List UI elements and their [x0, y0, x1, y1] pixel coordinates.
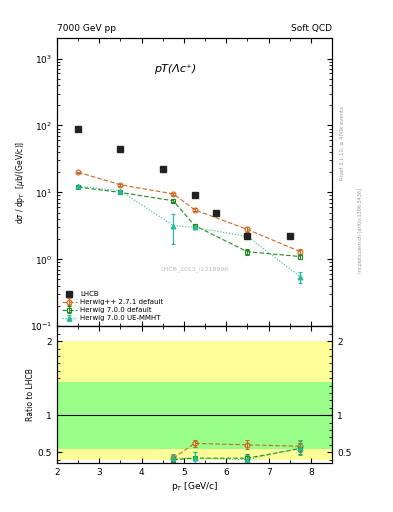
LHCB: [160, 166, 165, 173]
Text: 7000 GeV pp: 7000 GeV pp: [57, 24, 116, 33]
Y-axis label: Ratio to LHCB: Ratio to LHCB: [26, 368, 35, 421]
LHCB: [213, 209, 218, 216]
Text: pT(Λc⁺): pT(Λc⁺): [154, 65, 196, 74]
X-axis label: p$_T$ [GeV/c]: p$_T$ [GeV/c]: [171, 480, 219, 493]
Y-axis label: d$\sigma$ / dp$_T$  [$\mu$b/(GeV/c)]: d$\sigma$ / dp$_T$ [$\mu$b/(GeV/c)]: [14, 141, 27, 224]
Line: LHCB: LHCB: [75, 125, 293, 240]
LHCB: [287, 233, 292, 240]
LHCB: [76, 125, 81, 132]
Text: Rivet 3.1.10, ≥ 400k events: Rivet 3.1.10, ≥ 400k events: [340, 106, 345, 180]
Text: Soft QCD: Soft QCD: [291, 24, 332, 33]
Text: LHCB_2013_I1218996: LHCB_2013_I1218996: [160, 266, 229, 271]
Text: mcplots.cern.ch [arXiv:1306.3436]: mcplots.cern.ch [arXiv:1306.3436]: [358, 188, 363, 273]
Legend: LHCB, Herwig++ 2.7.1 default, Herwig 7.0.0 default, Herwig 7.0.0 UE-MMHT: LHCB, Herwig++ 2.7.1 default, Herwig 7.0…: [61, 290, 165, 323]
LHCB: [118, 145, 123, 152]
LHCB: [192, 193, 197, 199]
LHCB: [245, 233, 250, 240]
